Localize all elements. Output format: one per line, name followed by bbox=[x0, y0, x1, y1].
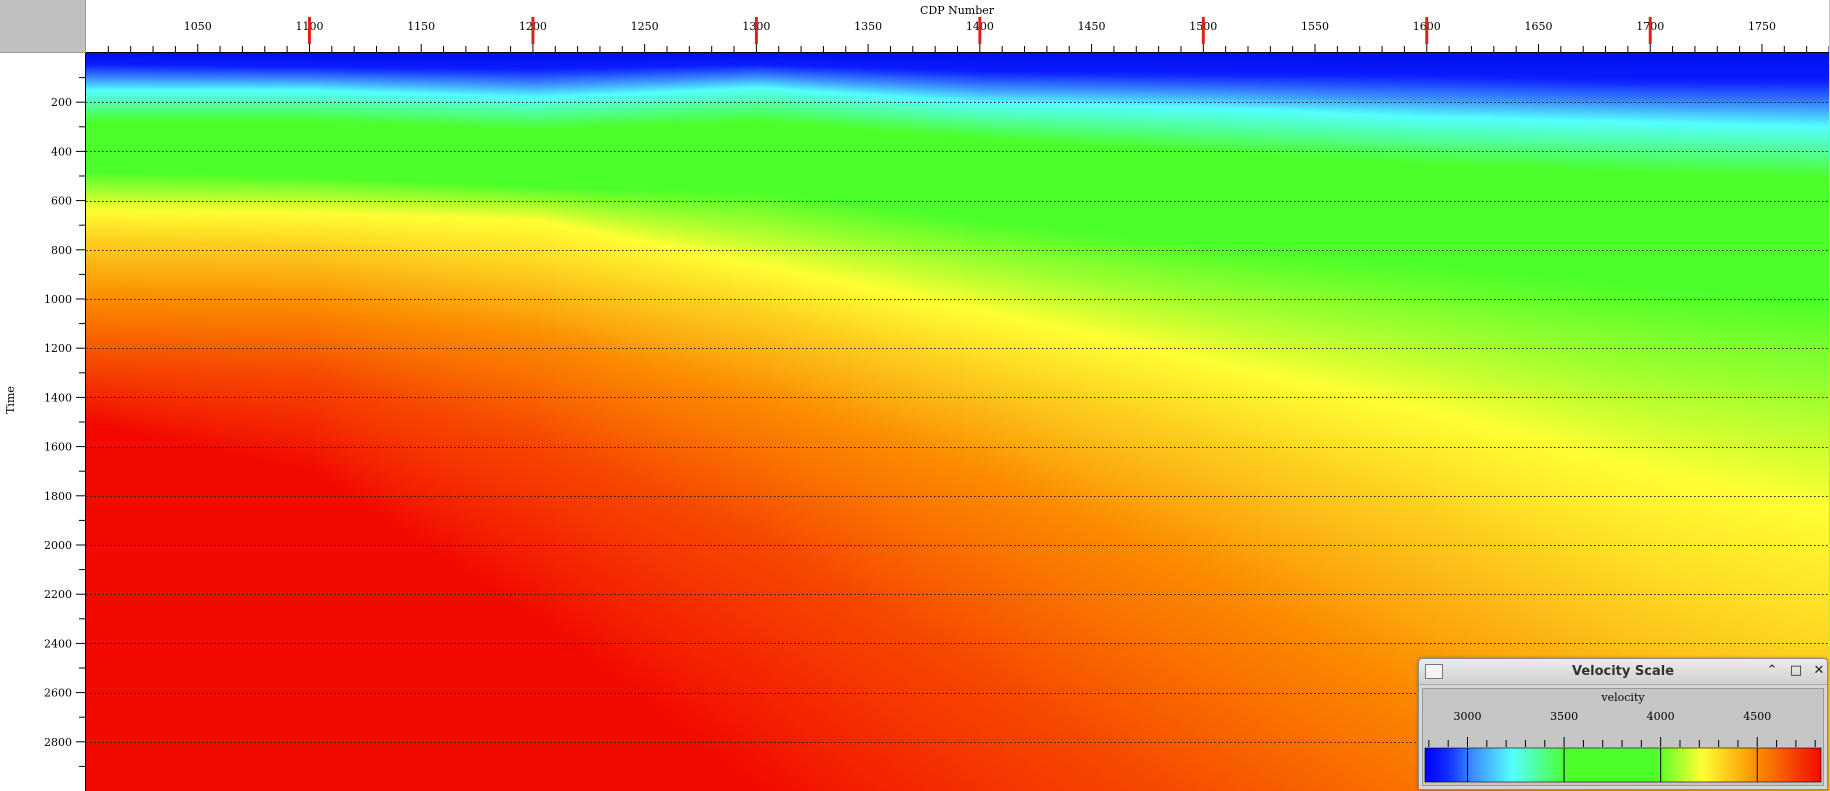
y-tick-label: 600 bbox=[51, 195, 72, 208]
x-axis-title: CDP Number bbox=[920, 4, 995, 17]
y-tick-label: 400 bbox=[51, 145, 72, 158]
y-tick-label: 2200 bbox=[44, 588, 72, 601]
velocity-tick-label: 4500 bbox=[1743, 710, 1771, 723]
x-tick-label: 1450 bbox=[1078, 20, 1106, 33]
x-tick-label: 1350 bbox=[854, 20, 882, 33]
x-tick-label: 1550 bbox=[1301, 20, 1329, 33]
velocity-tick-label: 3500 bbox=[1550, 710, 1578, 723]
y-tick-label: 1400 bbox=[44, 391, 72, 404]
velocity-scale-label: velocity bbox=[1600, 691, 1645, 704]
axis-corner bbox=[0, 0, 86, 53]
control-point-marker[interactable] bbox=[307, 17, 311, 44]
y-axis-title: Time bbox=[4, 386, 17, 414]
y-tick-label: 2800 bbox=[44, 736, 72, 749]
y-tick-label: 1000 bbox=[44, 293, 72, 306]
control-point-marker[interactable] bbox=[531, 17, 535, 44]
control-point-marker[interactable] bbox=[1648, 17, 1652, 44]
velocity-scale-title: Velocity Scale bbox=[1571, 664, 1675, 679]
y-tick-label: 800 bbox=[51, 244, 72, 257]
control-point-marker[interactable] bbox=[978, 17, 982, 44]
y-tick-label: 1200 bbox=[44, 342, 72, 355]
x-tick-label: 1650 bbox=[1525, 20, 1553, 33]
velocity-scale-window[interactable]: Velocity Scale ⌃ □ ✕ bbox=[1418, 658, 1828, 790]
cdp-axis-graphic: CDP Number 10501100115012001250130013501… bbox=[86, 4, 1830, 53]
x-tick-label: 1250 bbox=[631, 20, 659, 33]
x-tick-marks bbox=[107, 44, 1830, 52]
x-tick-label: 1150 bbox=[407, 20, 435, 33]
y-tick-marks bbox=[76, 77, 85, 767]
window-app-icon bbox=[1425, 664, 1443, 679]
velocity-tick-marks bbox=[1428, 737, 1816, 747]
control-point-marker[interactable] bbox=[1425, 17, 1429, 44]
velocity-tick-label: 4000 bbox=[1647, 710, 1675, 723]
control-point-markers[interactable] bbox=[307, 17, 1652, 44]
minimize-icon[interactable]: ⌃ bbox=[1766, 663, 1778, 678]
x-tick-label: 1050 bbox=[184, 20, 212, 33]
y-tick-label: 1600 bbox=[44, 441, 72, 454]
time-axis-graphic: Time 20040060080010001200140016001800200… bbox=[4, 53, 86, 791]
velocity-tick-labels: 3000 3500 4000 4500 bbox=[1453, 710, 1771, 723]
close-icon[interactable]: ✕ bbox=[1813, 663, 1825, 678]
y-tick-label: 2000 bbox=[44, 539, 72, 552]
y-tick-label: 200 bbox=[51, 96, 72, 109]
velocity-colorbar-dividers bbox=[1466, 748, 1758, 782]
velocity-colorbar-panel: velocity 3000 3500 4000 4500 bbox=[1422, 688, 1824, 786]
velocity-colorbar-graphic: velocity 3000 3500 4000 4500 bbox=[1424, 691, 1822, 783]
cdp-axis: CDP Number 10501100115012001250130013501… bbox=[86, 0, 1830, 53]
control-point-marker[interactable] bbox=[754, 17, 758, 44]
control-point-marker[interactable] bbox=[1201, 17, 1205, 44]
velocity-tick-label: 3000 bbox=[1453, 710, 1481, 723]
y-tick-label: 1800 bbox=[44, 490, 72, 503]
time-axis: Time 200 400 600 800 1000 1200 1400 1600 1800 200… bbox=[0, 53, 86, 791]
x-tick-label: 1750 bbox=[1748, 20, 1776, 33]
velocity-scale-titlebar[interactable]: Velocity Scale ⌃ □ ✕ bbox=[1419, 659, 1827, 685]
y-tick-label: 2600 bbox=[44, 687, 72, 700]
maximize-icon[interactable]: □ bbox=[1789, 663, 1803, 678]
y-tick-label: 2400 bbox=[44, 637, 72, 650]
y-tick-labels: 200 400 600 800 1000 1200 1400 1600 1800 2000 2200… bbox=[44, 96, 72, 749]
velocity-colorbar bbox=[1424, 747, 1822, 783]
